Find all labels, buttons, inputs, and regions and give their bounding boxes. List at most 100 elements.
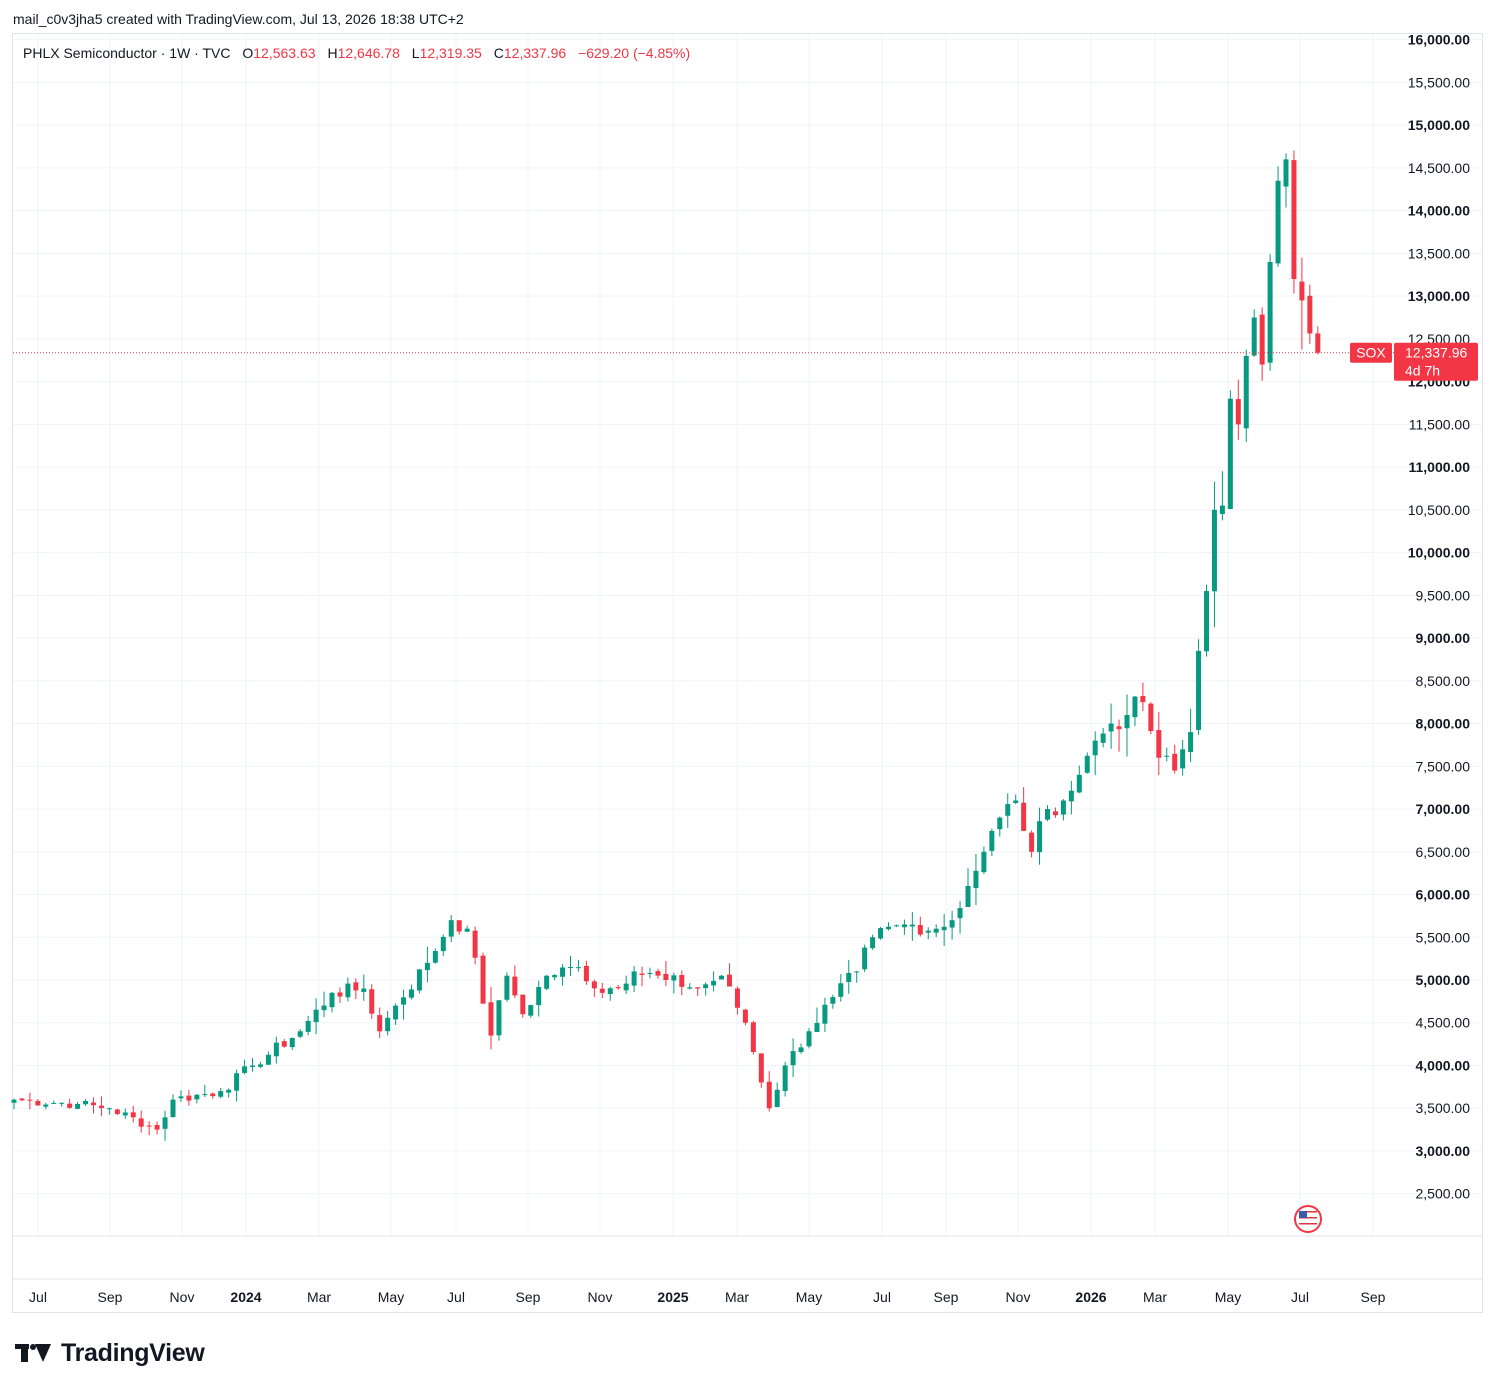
candle-body[interactable]	[814, 1023, 820, 1032]
candle-body[interactable]	[273, 1042, 279, 1057]
candle-body[interactable]	[1140, 696, 1146, 703]
candle-body[interactable]	[568, 966, 573, 968]
candle-body[interactable]	[488, 1002, 494, 1036]
candle-body[interactable]	[210, 1093, 216, 1097]
candle-body[interactable]	[599, 988, 605, 993]
candle-body[interactable]	[1275, 180, 1281, 264]
candle-body[interactable]	[973, 870, 979, 889]
candle-body[interactable]	[170, 1099, 176, 1117]
candle-body[interactable]	[385, 1017, 391, 1032]
candle-body[interactable]	[552, 975, 558, 978]
candle-body[interactable]	[1283, 159, 1289, 187]
candle-body[interactable]	[1084, 755, 1090, 773]
candle-body[interactable]	[35, 1100, 41, 1106]
candle-body[interactable]	[289, 1038, 295, 1048]
candle-body[interactable]	[1005, 804, 1011, 816]
chart-frame[interactable]	[12, 33, 1483, 1313]
candle-body[interactable]	[1227, 398, 1233, 509]
candle-body[interactable]	[202, 1094, 208, 1096]
candle-body[interactable]	[432, 951, 438, 963]
candle-body[interactable]	[878, 928, 884, 939]
candle-body[interactable]	[758, 1053, 764, 1083]
candle-body[interactable]	[393, 1005, 399, 1020]
candle-body[interactable]	[1029, 832, 1035, 852]
candle-body[interactable]	[1180, 749, 1186, 769]
candle-body[interactable]	[416, 969, 422, 991]
candle-body[interactable]	[575, 967, 581, 969]
candle-body[interactable]	[544, 975, 550, 989]
candle-body[interactable]	[1068, 790, 1074, 802]
us-flag-icon[interactable]	[1294, 1205, 1322, 1233]
candle-body[interactable]	[1204, 591, 1209, 652]
candle-body[interactable]	[639, 973, 645, 975]
candle-body[interactable]	[893, 925, 899, 927]
candle-body[interactable]	[472, 930, 478, 958]
candle-body[interactable]	[774, 1089, 780, 1108]
candle-body[interactable]	[1076, 774, 1082, 793]
candle-body[interactable]	[1021, 802, 1027, 831]
candle-body[interactable]	[424, 962, 430, 971]
candle-body[interactable]	[138, 1118, 144, 1127]
candle-body[interactable]	[1196, 650, 1202, 730]
candle-body[interactable]	[727, 974, 732, 987]
candle-body[interactable]	[1188, 732, 1194, 752]
candle-body[interactable]	[1315, 333, 1321, 353]
candle-body[interactable]	[862, 947, 868, 970]
candle-body[interactable]	[1156, 730, 1162, 758]
candle-body[interactable]	[1060, 800, 1066, 815]
candle-body[interactable]	[647, 972, 653, 974]
candle-body[interactable]	[504, 975, 510, 1000]
candle-body[interactable]	[1251, 317, 1257, 356]
candle-body[interactable]	[965, 885, 971, 907]
candle-body[interactable]	[854, 971, 860, 973]
candle-body[interactable]	[520, 994, 526, 1015]
candle-body[interactable]	[528, 1005, 534, 1016]
candle-body[interactable]	[337, 992, 343, 997]
candle-body[interactable]	[679, 975, 685, 987]
candle-body[interactable]	[591, 981, 597, 989]
candle-body[interactable]	[114, 1109, 120, 1115]
candle-body[interactable]	[464, 928, 470, 932]
candle-body[interactable]	[1267, 261, 1273, 363]
candle-body[interactable]	[623, 983, 629, 991]
candle-body[interactable]	[257, 1064, 263, 1067]
candle-body[interactable]	[146, 1125, 152, 1127]
candle-body[interactable]	[957, 908, 963, 919]
candle-body[interactable]	[440, 936, 446, 952]
candle-body[interactable]	[997, 817, 1003, 830]
candle-body[interactable]	[695, 987, 701, 989]
candle-body[interactable]	[1307, 295, 1313, 334]
candle-body[interactable]	[917, 925, 923, 935]
candle-body[interactable]	[798, 1047, 804, 1053]
candle-body[interactable]	[1100, 733, 1106, 743]
candle-body[interactable]	[250, 1065, 255, 1067]
candle-body[interactable]	[822, 1004, 828, 1024]
candle-body[interactable]	[1013, 800, 1019, 803]
candle-body[interactable]	[265, 1054, 271, 1065]
candle-body[interactable]	[886, 926, 891, 930]
candle-body[interactable]	[989, 830, 995, 851]
candle-body[interactable]	[766, 1081, 772, 1109]
candle-body[interactable]	[51, 1102, 57, 1104]
candle-body[interactable]	[234, 1073, 240, 1091]
candle-body[interactable]	[353, 982, 359, 991]
candle-body[interactable]	[782, 1065, 788, 1091]
candle-body[interactable]	[583, 965, 589, 982]
candle-body[interactable]	[67, 1103, 73, 1108]
candle-body[interactable]	[194, 1094, 200, 1100]
candle-body[interactable]	[1172, 753, 1178, 771]
candle-body[interactable]	[313, 1009, 319, 1023]
candle-body[interactable]	[1164, 755, 1170, 757]
candle-body[interactable]	[1052, 811, 1058, 816]
candle-body[interactable]	[703, 984, 709, 989]
candle-body[interactable]	[687, 987, 693, 989]
candle-body[interactable]	[98, 1105, 104, 1109]
candle-body[interactable]	[536, 987, 542, 1006]
candle-body[interactable]	[607, 988, 613, 995]
candle-body[interactable]	[846, 972, 852, 982]
candle-body[interactable]	[1116, 726, 1122, 730]
candle-body[interactable]	[91, 1102, 96, 1106]
candle-body[interactable]	[1291, 160, 1297, 280]
candle-body[interactable]	[711, 980, 717, 986]
candle-body[interactable]	[83, 1101, 89, 1105]
